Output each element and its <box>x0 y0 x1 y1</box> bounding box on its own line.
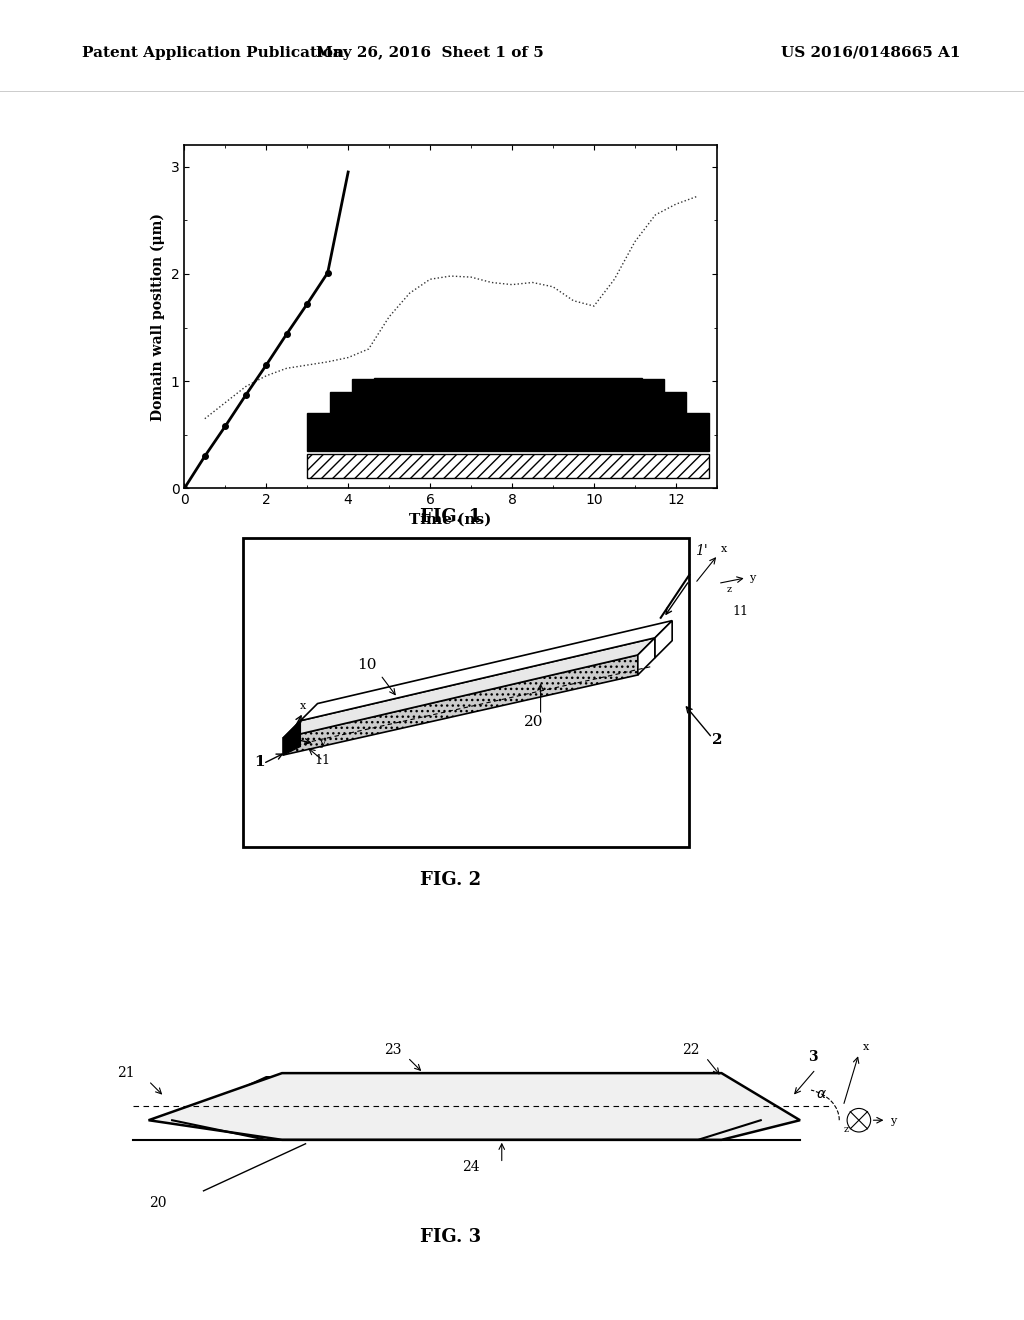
Text: FIG. 3: FIG. 3 <box>420 1228 481 1246</box>
Text: FIG. 2: FIG. 2 <box>420 871 481 890</box>
Text: z: z <box>284 734 289 743</box>
Text: y: y <box>318 738 325 748</box>
FancyBboxPatch shape <box>243 537 689 846</box>
X-axis label: Time (ns): Time (ns) <box>410 512 492 527</box>
Text: z: z <box>726 585 731 594</box>
Text: 2: 2 <box>713 733 723 747</box>
Polygon shape <box>638 638 655 675</box>
Text: y: y <box>890 1117 897 1126</box>
Text: 11: 11 <box>314 754 331 767</box>
Text: 11: 11 <box>732 605 749 618</box>
Text: May 26, 2016  Sheet 1 of 5: May 26, 2016 Sheet 1 of 5 <box>316 46 544 59</box>
Text: 20: 20 <box>523 715 543 730</box>
Text: x: x <box>863 1041 869 1052</box>
Text: y: y <box>750 573 756 582</box>
Text: 23: 23 <box>384 1043 401 1056</box>
Polygon shape <box>284 721 300 755</box>
Y-axis label: Domain wall position (μm): Domain wall position (μm) <box>151 213 165 421</box>
Polygon shape <box>172 1077 761 1121</box>
Text: 20: 20 <box>148 1196 166 1209</box>
Text: x: x <box>300 701 306 711</box>
Text: z: z <box>843 1125 848 1134</box>
Bar <box>307 454 709 478</box>
Polygon shape <box>655 620 672 657</box>
Text: 3: 3 <box>808 1051 817 1064</box>
Text: US 2016/0148665 A1: US 2016/0148665 A1 <box>780 46 961 59</box>
Polygon shape <box>300 620 672 721</box>
Text: 1': 1' <box>695 544 708 558</box>
Polygon shape <box>148 1073 800 1140</box>
Text: $\alpha$: $\alpha$ <box>816 1088 826 1101</box>
Text: x: x <box>721 544 727 554</box>
Text: 24: 24 <box>463 1160 480 1175</box>
Polygon shape <box>284 655 638 755</box>
Polygon shape <box>307 378 709 451</box>
Polygon shape <box>284 638 655 738</box>
Text: 10: 10 <box>357 659 377 672</box>
Text: 21: 21 <box>117 1067 135 1080</box>
Text: 1: 1 <box>255 755 265 770</box>
Text: Patent Application Publication: Patent Application Publication <box>82 46 344 59</box>
Text: FIG. 1: FIG. 1 <box>420 508 481 527</box>
Text: 22: 22 <box>682 1043 699 1056</box>
